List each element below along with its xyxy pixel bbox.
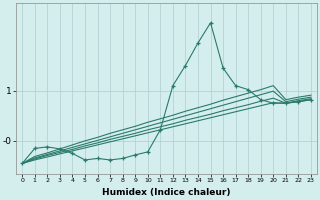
X-axis label: Humidex (Indice chaleur): Humidex (Indice chaleur) <box>102 188 231 197</box>
